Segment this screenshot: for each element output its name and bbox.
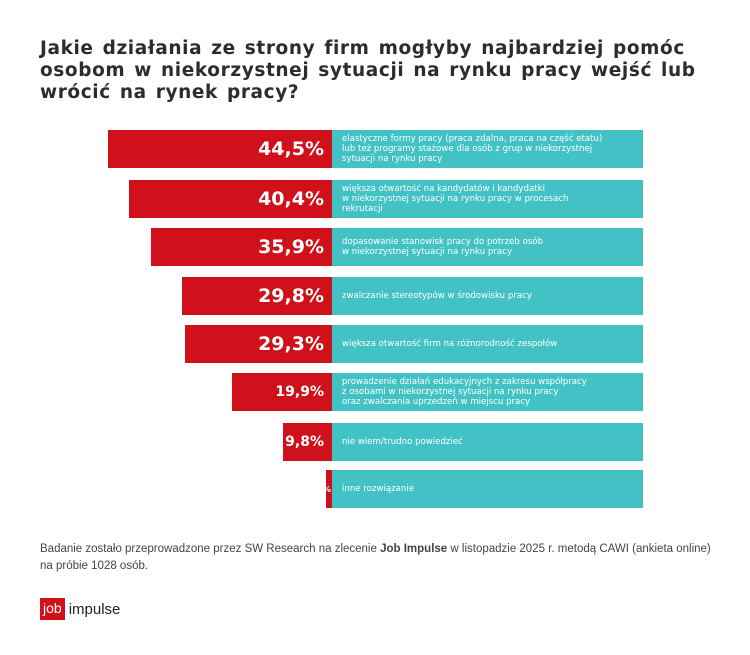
category-label: elastyczne formy pracy (praca zdalna, pr… [332,130,643,168]
footnote-post: w listopadzie 2025 r. metodą CAWI (ankie… [40,543,711,572]
data-label: 40,4% [258,188,324,210]
bar: 9,8% [282,423,332,461]
category-label: nie wiem/trudno powiedzieć [332,423,643,461]
bar-row: 40,4% większa otwartość na kandydatów i k… [0,180,750,218]
bar-row: 1,2% inne rozwiązanie [0,470,750,508]
bar: 29,3% [184,325,332,363]
data-label: 9,8% [285,434,324,450]
chart-title: Jakie działania ze strony firm mogłyby n… [40,38,696,103]
bar-row: 44,5% elastyczne formy pracy (praca zdaln… [0,130,750,168]
data-label: 19,9% [275,384,324,400]
bar-row: 35,9% dopasowanie stanowisk pracy do potr… [0,228,750,266]
category-label: dopasowanie stanowisk pracy do potrzeb o… [332,228,643,266]
data-label: 35,9% [258,236,324,258]
logo-box: job [40,598,65,620]
data-label: 44,5% [258,138,324,160]
data-label: 29,3% [258,333,324,355]
category-label: inne rozwiązanie [332,470,643,508]
footnote-pre: Badanie zostało przeprowadzone przez SW … [40,543,381,555]
category-label: większa otwartość na kandydatów i kandyd… [332,180,643,218]
data-label: 1,2% [308,484,331,494]
category-label: większa otwartość firm na różnorodność z… [332,325,643,363]
bar: 44,5% [108,130,332,168]
bar-row: 29,8% zwalczanie stereotypów w środowisku… [0,277,750,315]
logo-text: impulse [68,600,121,618]
footnote-brand: Job Impulse [380,543,448,555]
bar: 40,4% [128,180,332,218]
category-label: zwalczanie stereotypów w środowisku prac… [332,277,643,315]
bar: 35,9% [151,228,332,266]
bar: 19,9% [231,373,332,411]
footnote: Badanie zostało przeprowadzone przez SW … [40,541,720,575]
bar-row: 9,8% nie wiem/trudno powiedzieć [0,423,750,461]
category-label: prowadzenie działań edukacyjnych z zakre… [332,373,643,411]
data-label: 29,8% [258,285,324,307]
bar-row: 29,3% większa otwartość firm na różnorodn… [0,325,750,363]
bar-row: 19,9% prowadzenie działań edukacyjnych z … [0,373,750,411]
bar: 1,2% [309,470,332,508]
job-impulse-logo: job impulse [40,598,120,620]
bar: 29,8% [182,277,332,315]
